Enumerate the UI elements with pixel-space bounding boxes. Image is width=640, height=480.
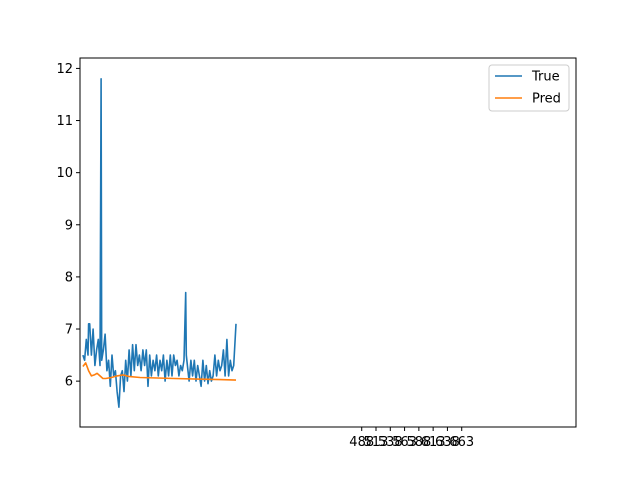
y-axis: 6 7 8 9 10 11 12 (56, 62, 80, 390)
series-line-pred (82, 362, 237, 381)
y-tick-label: 6 (65, 375, 73, 390)
axes-frame (79, 57, 577, 428)
y-tick-label: 12 (56, 62, 73, 77)
legend-label-true: True (531, 70, 560, 85)
y-tick-label: 11 (56, 114, 73, 129)
series-line-true (82, 78, 237, 409)
y-tick-label: 8 (65, 270, 73, 285)
y-tick-label: 10 (56, 166, 73, 181)
x-tick-label: 663 (449, 435, 474, 450)
legend-label-pred: Pred (532, 92, 561, 107)
legend: True Pred (488, 64, 570, 112)
x-tick-label: 638 (435, 435, 460, 450)
y-tick-label: 9 (65, 218, 73, 233)
y-tick-label: 7 (65, 323, 73, 338)
x-tick-label: 513 (364, 435, 389, 450)
x-tick-label: 563 (392, 435, 417, 450)
x-tick-label: 613 (421, 435, 446, 450)
x-tick-label: 488 (349, 435, 374, 450)
x-tick-label: 538 (378, 435, 403, 450)
x-tick-label: 588 (406, 435, 431, 450)
plot-marks (82, 78, 237, 409)
